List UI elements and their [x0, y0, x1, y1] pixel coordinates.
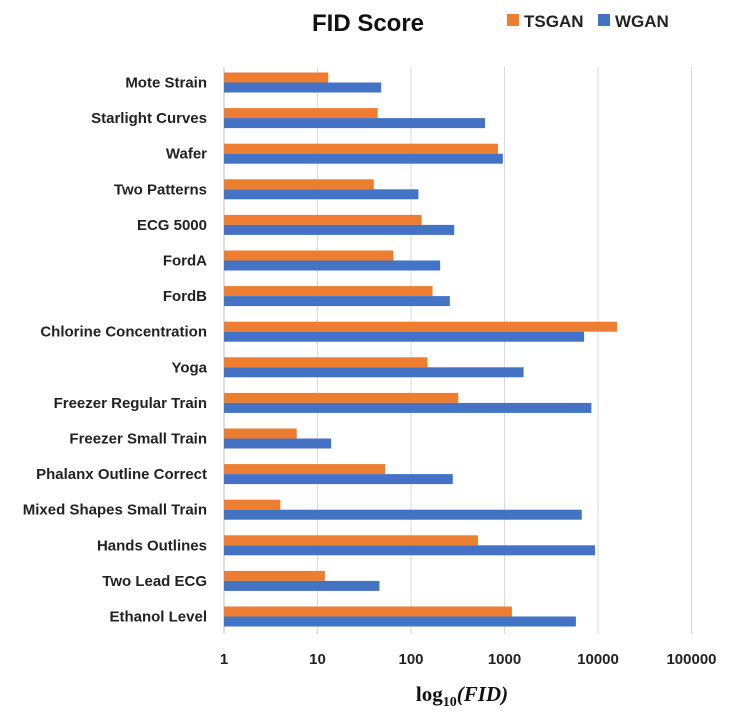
bar-tsgan [224, 464, 386, 475]
bar-tsgan [224, 286, 433, 297]
bar-wgan [224, 189, 419, 200]
bar-tsgan [224, 250, 394, 261]
category-label: FordB [163, 288, 207, 305]
category-label: Phalanx Outline Correct [36, 466, 207, 483]
bar-wgan [224, 616, 576, 627]
bar-wgan [224, 260, 441, 271]
x-tick-label: 100 [398, 651, 423, 668]
category-label: Two Lead ECG [102, 573, 207, 590]
category-label: Ethanol Level [109, 609, 207, 626]
bar-tsgan [224, 392, 459, 403]
category-label: Hands Outlines [97, 537, 207, 554]
legend-swatch-wgan [598, 14, 610, 26]
category-labels: Mote Strain Starlight Curves Wafer Two Patt… [23, 75, 208, 626]
bar-wgan [224, 296, 450, 307]
bar-wgan [224, 509, 582, 520]
category-label: FordA [163, 253, 207, 270]
category-label: Wafer [166, 146, 207, 163]
bar-tsgan [224, 108, 378, 119]
bar-wgan [224, 545, 596, 556]
bar-wgan [224, 331, 585, 342]
x-tick-label: 1 [220, 651, 228, 668]
legend-label-tsgan: TSGAN [524, 12, 584, 31]
bar-wgan [224, 153, 503, 164]
bar-tsgan [224, 535, 478, 546]
category-label: Mixed Shapes Small Train [23, 502, 207, 519]
category-label: Chlorine Concentration [40, 324, 207, 341]
bar-tsgan [224, 570, 325, 581]
x-tick-label: 10000 [577, 651, 619, 668]
legend: TSGAN WGAN [507, 12, 669, 31]
x-tick-label: 100000 [666, 651, 716, 668]
bar-tsgan [224, 499, 281, 510]
category-label: Freezer Small Train [69, 431, 207, 448]
category-label: Mote Strain [125, 75, 207, 92]
bars [224, 72, 618, 627]
bar-wgan [224, 438, 332, 449]
x-axis-label-argument: (FID) [457, 682, 508, 706]
bar-tsgan [224, 321, 618, 332]
bar-tsgan [224, 357, 428, 368]
category-label: Freezer Regular Train [54, 395, 207, 412]
bar-wgan [224, 474, 453, 485]
category-label: Starlight Curves [91, 110, 207, 127]
bar-tsgan [224, 428, 297, 439]
bar-tsgan [224, 606, 512, 617]
category-label: Yoga [171, 359, 207, 376]
x-tick-labels: 1 10 100 1000 10000 100000 [220, 651, 717, 668]
bar-wgan [224, 224, 455, 235]
category-label: Two Patterns [114, 181, 207, 198]
x-tick-label: 10 [309, 651, 326, 668]
bar-wgan [224, 118, 486, 129]
legend-label-wgan: WGAN [615, 12, 669, 31]
bar-wgan [224, 82, 382, 93]
bar-tsgan [224, 214, 422, 225]
bar-tsgan [224, 179, 374, 190]
bar-tsgan [224, 143, 498, 154]
bar-wgan [224, 402, 592, 413]
x-tick-label: 1000 [488, 651, 521, 668]
legend-swatch-tsgan [507, 14, 519, 26]
bar-wgan [224, 367, 524, 378]
bar-tsgan [224, 72, 329, 83]
chart-title: FID Score [312, 10, 424, 37]
bar-wgan [224, 580, 380, 591]
category-label: ECG 5000 [137, 217, 207, 234]
x-axis-label-base: log [416, 682, 443, 706]
x-axis-label-subscript: 10 [443, 695, 457, 710]
x-axis-label: log10(FID) [416, 682, 508, 710]
